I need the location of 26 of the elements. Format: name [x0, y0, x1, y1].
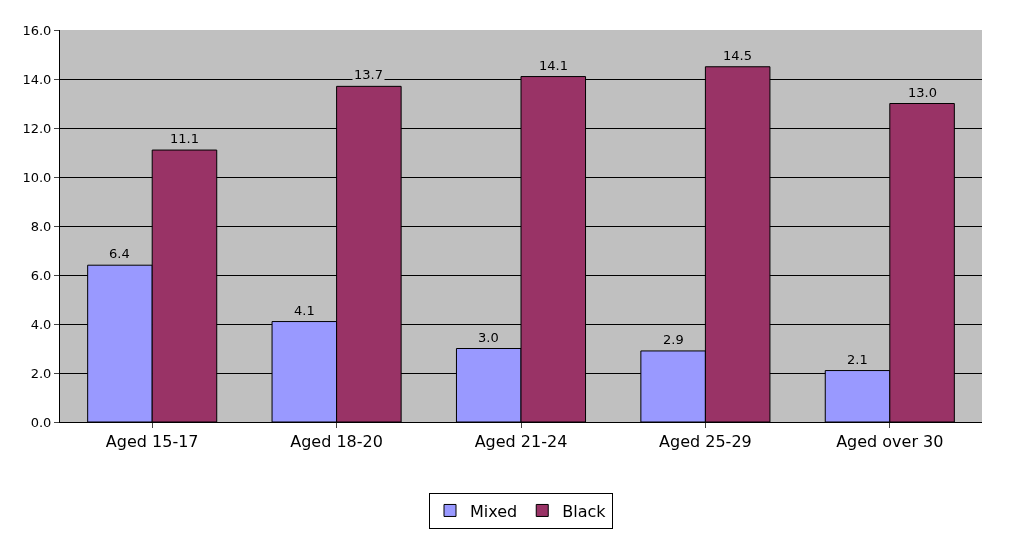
y-tick-label: 6.0: [30, 267, 52, 283]
y-tick-label: 10.0: [22, 169, 52, 185]
data-label: 3.0: [478, 330, 499, 345]
x-tick-label: Aged 15-17: [105, 432, 199, 452]
y-tick-label: 0.0: [30, 414, 52, 430]
x-tick-label: Aged over 30: [836, 432, 944, 452]
legend-label: Mixed: [470, 501, 518, 521]
data-label: 11.1: [170, 131, 199, 146]
y-tick-label: 12.0: [22, 120, 52, 136]
data-label: 13.0: [908, 85, 937, 100]
data-label: 14.5: [723, 48, 752, 63]
data-label: 4.1: [294, 303, 315, 318]
x-tick-label: Aged 18-20: [290, 432, 383, 452]
data-label: 6.4: [109, 246, 130, 261]
data-label: 14.1: [539, 58, 568, 73]
data-label: 2.1: [847, 352, 868, 367]
data-label: 2.9: [663, 332, 684, 347]
x-tick-label: Aged 21-24: [474, 432, 568, 452]
x-tick-label: Aged 25-29: [659, 432, 752, 452]
y-tick-label: 16.0: [22, 22, 52, 38]
y-tick-label: 4.0: [30, 316, 52, 332]
y-tick-label: 8.0: [30, 218, 52, 234]
legend-label: Black: [562, 501, 607, 521]
data-label: 13.7: [354, 67, 383, 82]
y-tick-label: 2.0: [30, 365, 52, 381]
y-tick-label: 14.0: [22, 71, 52, 87]
